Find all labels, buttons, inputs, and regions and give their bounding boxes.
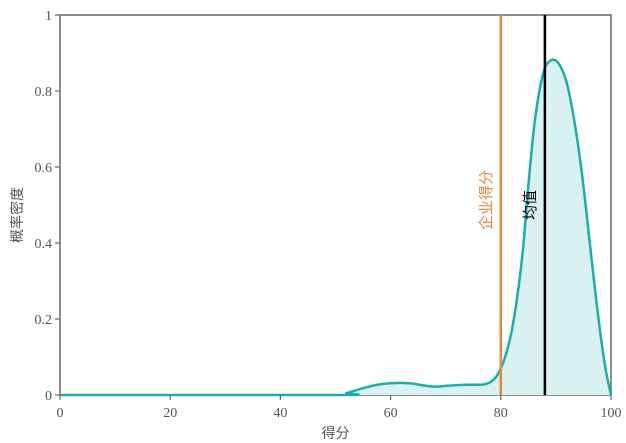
y-tick-label: 0.2 [35, 313, 53, 328]
x-tick-label: 80 [494, 406, 508, 421]
y-tick-label: 0.4 [35, 237, 53, 252]
x-tick-label: 60 [384, 406, 398, 421]
density-curve-line [59, 58, 613, 397]
x-axis-title: 得分 [322, 425, 350, 442]
y-tick-label: 0 [45, 389, 52, 404]
y-tick-label: 0.6 [35, 161, 53, 176]
x-tick-label: 0 [57, 406, 64, 421]
y-axis-title: 概率密度 [9, 187, 26, 243]
y-tick-label: 1 [45, 9, 52, 24]
x-tick-label: 20 [163, 406, 177, 421]
y-tick-label: 0.8 [35, 85, 53, 100]
density-area-fill [60, 59, 611, 396]
company-score-label: 企业得分 [477, 170, 495, 230]
mean-label: 均值 [521, 190, 539, 220]
x-tick-label: 40 [273, 406, 287, 421]
x-tick-label: 100 [601, 406, 622, 421]
